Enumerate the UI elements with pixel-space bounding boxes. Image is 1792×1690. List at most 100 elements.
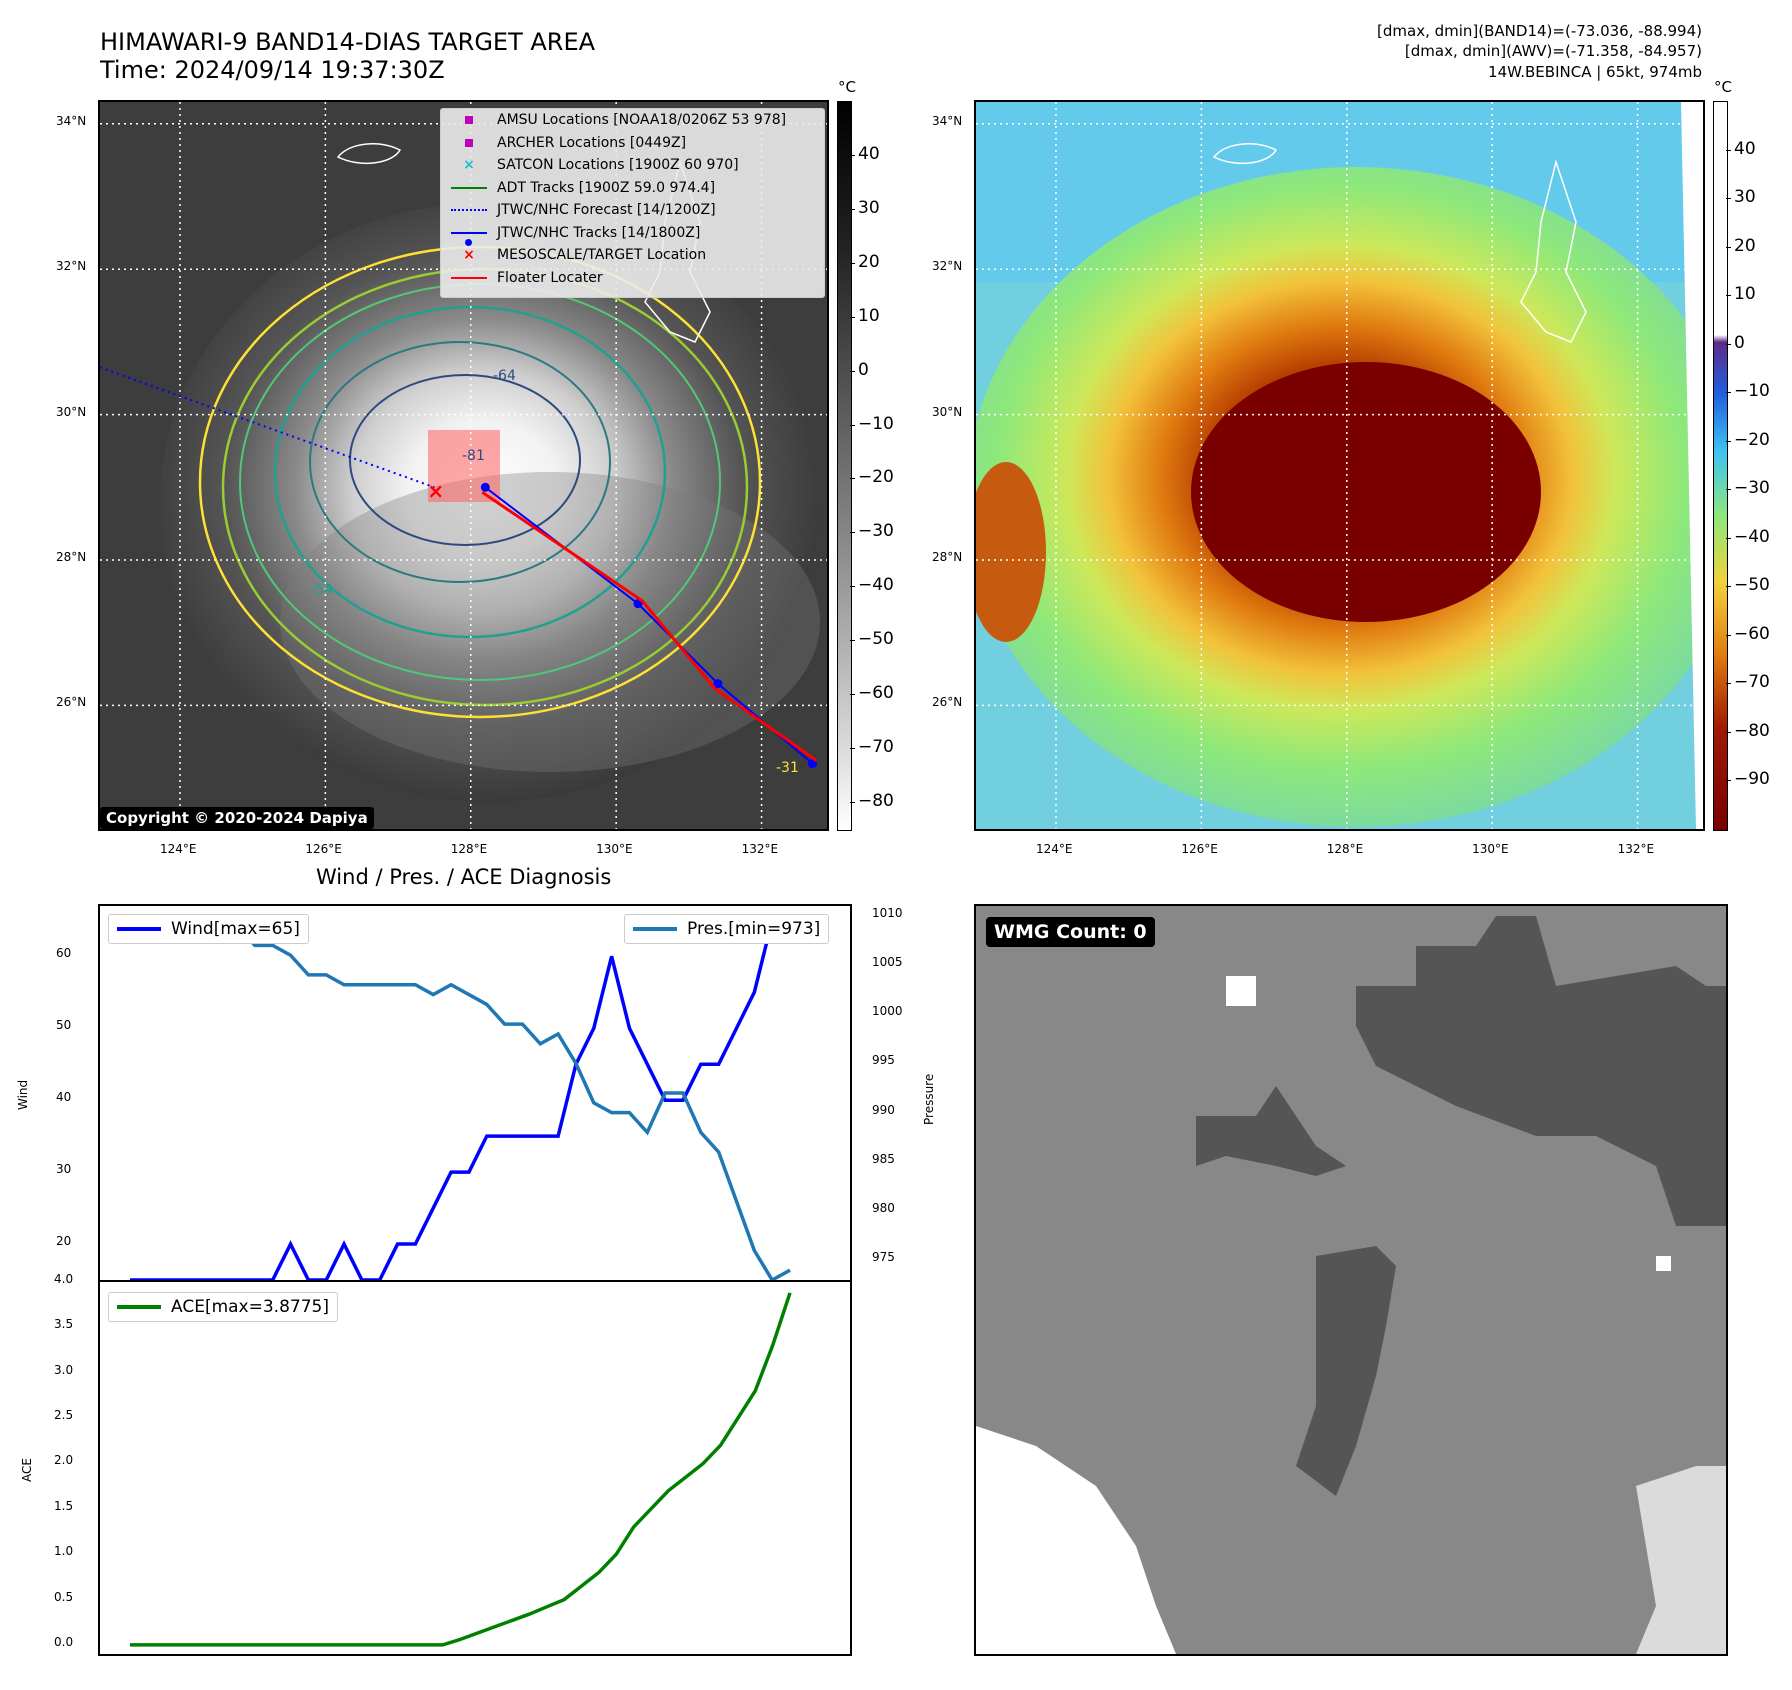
cb1-ticks-mark: [850, 262, 855, 264]
map2-lon-tick: 126°E: [1181, 842, 1218, 856]
ace-tick-label: 3.5: [54, 1317, 74, 1332]
cb2-ticks-label: −90: [1734, 769, 1770, 790]
cb1-colorbar: [837, 101, 852, 831]
cb2-ticks-mark: [1726, 440, 1731, 442]
square-marker-icon: [465, 116, 473, 125]
dotted-line-icon: [451, 209, 487, 212]
storm-info: 14W.BEBINCA | 65kt, 974mb: [1488, 63, 1702, 81]
wmg-region-sw: [976, 1426, 1176, 1654]
time-title: Time: 2024/09/14 19:37:30Z: [100, 56, 445, 84]
ace-tick-label: 1.5: [54, 1498, 74, 1513]
wind-legend: Wind[max=65]: [108, 914, 309, 944]
ace-series-line: [130, 1292, 792, 1647]
cb1-ticks-label: −80: [858, 791, 894, 812]
wmg-region-ne: [1356, 916, 1726, 1226]
cb2-ticks-mark: [1726, 780, 1731, 782]
legend-jtwc: JTWC/NHC Tracks [14/1800Z]: [441, 222, 824, 246]
jtwc-track-point: [713, 679, 723, 689]
map2-lon-tick: 124°E: [1035, 842, 1073, 856]
cb1-ticks-label: −10: [858, 413, 894, 434]
map2-lat-tick: 26°N: [932, 695, 963, 710]
map1-lat-tick: 26°N: [56, 695, 87, 710]
map1-lat-tick: 34°N: [56, 113, 87, 128]
legend-amsu: AMSU Locations [NOAA18/0206Z 53 978]: [441, 109, 824, 132]
cb2-ticks-label: −60: [1734, 623, 1770, 644]
cb2-colorbar: [1713, 101, 1728, 831]
cb2-ticks-label: 20: [1734, 235, 1756, 256]
wind-tick-label: 60: [56, 946, 72, 961]
contour-54: [273, 305, 667, 639]
cb1-ticks-label: 0: [858, 359, 869, 380]
legend-forecast: JTWC/NHC Forecast [14/1200Z]: [441, 199, 824, 222]
square-marker-icon: [465, 138, 473, 147]
map2-lon-tick: 132°E: [1617, 842, 1655, 856]
cb2-ticks-mark: [1726, 634, 1731, 636]
cb1-ticks-label: 30: [858, 197, 880, 218]
wind-tick-label: 40: [56, 1090, 72, 1105]
copyright-badge: Copyright © 2020-2024 Dapiya: [100, 807, 374, 829]
wind-pressure-panel: [98, 904, 852, 1282]
map2-lat-tick: 34°N: [932, 113, 963, 128]
cb1-ticks-label: −60: [858, 683, 894, 704]
pressure-line-icon: [633, 927, 677, 931]
ace-legend: ACE[max=3.8775]: [108, 1292, 338, 1322]
cb1-ticks-label: 20: [858, 251, 880, 272]
map2-lat-tick: 28°N: [932, 550, 963, 564]
pressure-axis-label: Pressure: [922, 1073, 936, 1125]
contour-label-64: -64: [493, 368, 516, 384]
cb2-ticks-label: 0: [1734, 332, 1745, 353]
wind-tick-label: 30: [56, 1162, 72, 1177]
ace-tick-label: 2.0: [54, 1453, 74, 1468]
cb2-ticks-mark: [1726, 295, 1731, 297]
floater-track: [481, 491, 818, 762]
pressure-tick-label: 975: [872, 1250, 895, 1265]
contour-label-31: -31: [776, 760, 799, 776]
cb2-ticks-label: −10: [1734, 381, 1770, 402]
cb1-ticks-mark: [850, 640, 855, 642]
map1-lat-tick: 32°N: [56, 259, 87, 274]
cb2-ticks-mark: [1726, 392, 1731, 394]
ace-line-icon: [117, 1305, 161, 1309]
cb1-ticks-label: −30: [858, 521, 894, 542]
map1-lon-tick: 126°E: [305, 842, 342, 856]
cb1-ticks-label: −20: [858, 467, 894, 488]
map1-lon-tick: 130°E: [596, 842, 633, 856]
pressure-series-line: [128, 914, 791, 1280]
map2-lon-tick: 128°E: [1326, 842, 1364, 856]
cb2-ticks-label: −50: [1734, 575, 1770, 596]
line-marker-icon: [451, 276, 487, 279]
dmax-awv: [dmax, dmin](AWV)=(-71.358, -84.957): [1404, 42, 1702, 60]
pressure-tick-label: 1010: [872, 905, 903, 920]
cb2-ticks-label: 40: [1734, 138, 1756, 159]
cb1-ticks-mark: [850, 586, 855, 588]
cb2-ticks-label: 30: [1734, 187, 1756, 208]
diag-title: Wind / Pres. / ACE Diagnosis: [316, 865, 612, 889]
cb2-ticks-mark: [1726, 198, 1731, 200]
map2-lon-tick: 130°E: [1472, 842, 1509, 856]
cb1-ticks-mark: [850, 154, 855, 156]
target-marker: ×: [427, 479, 444, 503]
line-marker-icon: [451, 186, 487, 189]
pressure-tick-label: 1005: [872, 955, 903, 970]
map1-lon-tick: 128°E: [450, 842, 488, 856]
cb2-unit: °C: [1714, 78, 1732, 96]
cb1-ticks-mark: [850, 802, 855, 804]
cb2-ticks-label: 10: [1734, 284, 1756, 305]
cb2-ticks-label: −20: [1734, 429, 1770, 450]
map2-lat-tick: 30°N: [932, 404, 963, 419]
cb1-ticks-mark: [850, 208, 855, 210]
cb1-ticks-label: −40: [858, 575, 894, 596]
map-legend: AMSU Locations [NOAA18/0206Z 53 978] ARC…: [440, 108, 825, 298]
cb1-ticks-label: −70: [858, 737, 894, 758]
x-marker-icon: ×: [463, 247, 475, 264]
cb2-ticks-label: −70: [1734, 672, 1770, 693]
map1-lon-tick: 132°E: [741, 842, 779, 856]
cb1-ticks-label: −50: [858, 629, 894, 650]
awv-map: [976, 102, 1703, 829]
cb2-ticks-mark: [1726, 246, 1731, 248]
cb2-ticks-label: −80: [1734, 720, 1770, 741]
cb1-ticks-mark: [850, 748, 855, 750]
pressure-tick-label: 985: [872, 1151, 895, 1166]
wmg-region-center: [1296, 1246, 1396, 1496]
ace-tick-label: 1.0: [54, 1544, 74, 1559]
